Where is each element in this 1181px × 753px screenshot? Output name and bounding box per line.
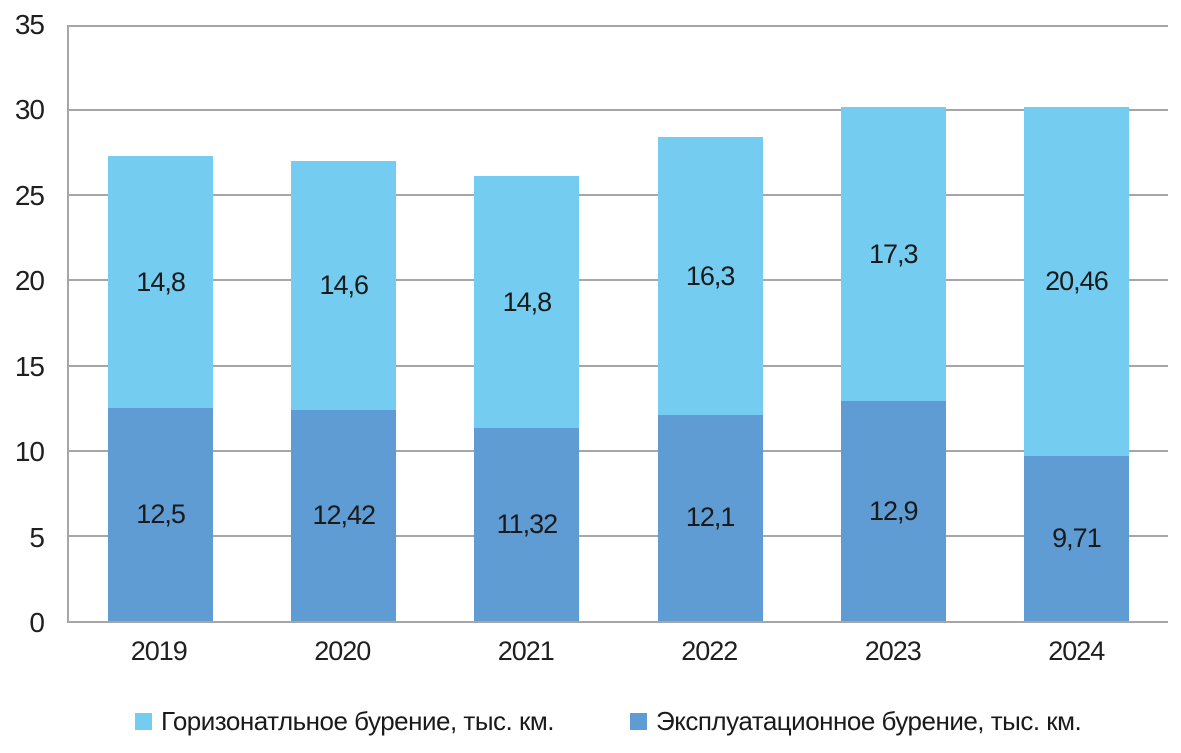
bar-2019: 12,5 14,8 xyxy=(108,25,214,621)
bar-value-label: 14,6 xyxy=(319,269,369,300)
y-axis-label-25: 25 xyxy=(14,179,45,211)
y-axis-label-0: 0 xyxy=(29,607,45,638)
bar-segment: 16,3 xyxy=(657,137,763,415)
bar-segment: 9,71 xyxy=(1023,455,1129,621)
bar-slot-2023: 12,9 17,3 xyxy=(802,25,985,621)
x-axis-label-2023: 2023 xyxy=(864,636,922,666)
bar-2021: 11,32 14,8 xyxy=(474,25,580,621)
y-axis-label-15: 15 xyxy=(14,350,45,382)
grid-layer xyxy=(69,25,1168,621)
x-axis-label-2021: 2021 xyxy=(497,636,555,666)
gridline-15 xyxy=(69,364,1168,367)
y-axis-label-5: 5 xyxy=(29,521,45,553)
y-axis-label-30: 30 xyxy=(14,94,45,126)
bar-value-label: 12,1 xyxy=(685,502,736,533)
bar-value-label: 9,71 xyxy=(1052,522,1102,553)
bar-slot-2019: 12,5 14,8 xyxy=(69,25,252,621)
bar-segment: 14,6 xyxy=(291,160,397,410)
x-axis-label-2024: 2024 xyxy=(1048,636,1105,666)
bar-segment: 17,3 xyxy=(840,106,946,402)
legend-item-production-drilling: Эксплуатационное бурение, тыс. км. xyxy=(630,704,1082,738)
y-axis-label-20: 20 xyxy=(14,265,45,297)
bar-segment: 12,1 xyxy=(657,414,763,621)
legend: Горизонатльное бурение, тыс. км. Эксплуа… xyxy=(0,704,1181,738)
gridline-30 xyxy=(69,109,1168,112)
bar-value-label: 11,32 xyxy=(496,509,559,540)
bar-value-label: 16,3 xyxy=(685,260,736,291)
gridline-35 xyxy=(69,25,1168,27)
bar-segment: 14,8 xyxy=(474,176,580,429)
legend-item-horizontal-drilling: Горизонатльное бурение, тыс. км. xyxy=(135,704,554,738)
bar-segment: 12,42 xyxy=(291,409,397,621)
x-axis-label-2020: 2020 xyxy=(314,636,371,666)
bar-segment: 12,9 xyxy=(840,401,946,621)
legend-swatch-production-drilling xyxy=(630,712,647,730)
gridline-10 xyxy=(69,449,1168,452)
gridline-25 xyxy=(69,194,1168,197)
bar-slot-2021: 11,32 14,8 xyxy=(435,25,618,621)
bars-layer: 12,5 14,8 12,42 14,6 11,32 14,8 12,1 16,3 12,9 17… xyxy=(69,25,1168,621)
legend-label: Горизонатльное бурение, тыс. км. xyxy=(161,706,554,736)
bar-segment: 11,32 xyxy=(474,428,580,621)
bar-value-label: 14,8 xyxy=(136,266,186,297)
bar-value-label: 20,46 xyxy=(1045,265,1109,296)
gridline-20 xyxy=(69,279,1168,282)
bar-slot-2024: 9,71 20,46 xyxy=(985,25,1168,621)
bar-slot-2020: 12,42 14,6 xyxy=(252,25,435,621)
y-axis-label-35: 35 xyxy=(14,9,45,40)
bar-2022: 12,1 16,3 xyxy=(657,25,763,621)
plot-area: 12,5 14,8 12,42 14,6 11,32 14,8 12,1 16,3 12,9 17… xyxy=(67,25,1168,623)
bar-value-label: 12,9 xyxy=(868,495,919,526)
x-axis-label-2022: 2022 xyxy=(681,636,738,666)
legend-swatch-horizontal-drilling xyxy=(135,712,152,730)
x-axis: 2019 2020 2021 2022 2023 2024 xyxy=(67,638,1168,665)
bar-segment: 12,5 xyxy=(108,408,214,621)
bar-value-label: 12,42 xyxy=(312,499,376,530)
bar-2020: 12,42 14,6 xyxy=(291,25,397,621)
gridline-5 xyxy=(69,534,1168,537)
bar-value-label: 12,5 xyxy=(136,499,186,530)
bar-value-label: 14,8 xyxy=(502,286,553,317)
bar-2023: 12,9 17,3 xyxy=(840,25,946,621)
bar-value-label: 17,3 xyxy=(868,238,919,269)
bar-slot-2022: 12,1 16,3 xyxy=(619,25,802,621)
bar-segment: 14,8 xyxy=(108,156,214,409)
y-axis: 0 5 10 15 20 25 30 35 xyxy=(0,11,45,637)
y-axis-label-10: 10 xyxy=(14,436,45,468)
bar-segment: 20,46 xyxy=(1023,107,1129,456)
x-axis-label-2019: 2019 xyxy=(130,636,188,666)
bar-2024: 9,71 20,46 xyxy=(1023,25,1129,621)
legend-label: Эксплуатационное бурение, тыс. км. xyxy=(656,706,1082,736)
